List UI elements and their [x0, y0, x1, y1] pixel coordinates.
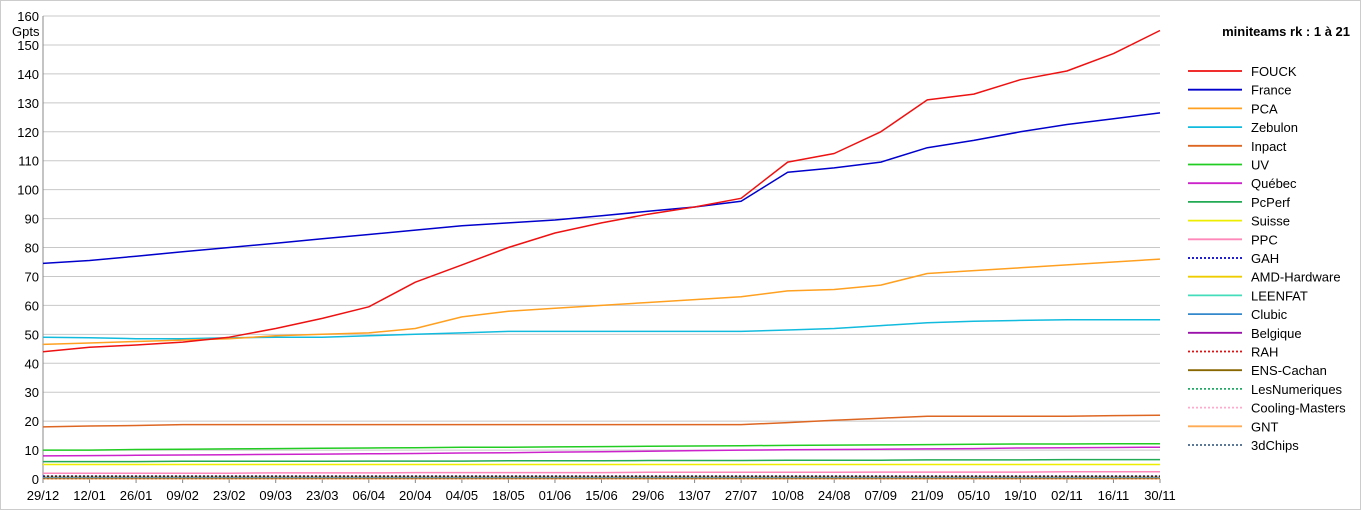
y-tick-label: 120: [17, 125, 39, 140]
x-tick-label: 29/06: [632, 488, 665, 503]
legend-entry: ENS-Cachan: [1251, 363, 1327, 378]
x-tick-label: 30/11: [1144, 488, 1176, 503]
legend-entry: PCA: [1251, 101, 1278, 116]
legend-entry: Suisse: [1251, 214, 1290, 229]
x-tick-label: 16/11: [1098, 488, 1130, 503]
legend-entry: PcPerf: [1251, 195, 1290, 210]
y-tick-label: 160: [17, 9, 39, 24]
x-tick-label: 29/12: [27, 488, 60, 503]
y-ticks: 0 10 20 30 40 50 60 70 80 90 100 110 120 130 140 150 160: [17, 9, 39, 487]
y-tick-label: 150: [17, 38, 39, 53]
y-tick-label: 0: [32, 472, 39, 487]
legend-entry: Clubic: [1251, 307, 1288, 322]
x-ticks: 29/12 12/01 26/01 09/02 23/02 09/03 23/03 06/04…: [27, 479, 1176, 503]
x-tick-label: 09/02: [166, 488, 199, 503]
y-tick-label: 30: [25, 385, 39, 400]
y-tick-label: 130: [17, 96, 39, 111]
x-tick-label: 13/07: [678, 488, 711, 503]
y-tick-label: 70: [25, 269, 39, 284]
x-tick-label: 27/07: [725, 488, 758, 503]
legend-entry: LesNumeriques: [1251, 382, 1343, 397]
y-tick-label: 20: [25, 414, 39, 429]
x-tick-label: 21/09: [911, 488, 944, 503]
x-tick-label: 19/10: [1004, 488, 1037, 503]
x-tick-label: 24/08: [818, 488, 851, 503]
legend-entry: France: [1251, 83, 1291, 98]
x-tick-label: 18/05: [492, 488, 525, 503]
legend-entry: FOUCK: [1251, 64, 1297, 79]
legend-entry: Zebulon: [1251, 120, 1298, 135]
y-axis-label: Gpts: [12, 24, 40, 39]
series-line-france: [42, 112, 1161, 265]
x-tick-label: 02/11: [1051, 488, 1083, 503]
y-tick-label: 50: [25, 327, 39, 342]
y-tick-label: 100: [17, 183, 39, 198]
series-line-pca: [42, 258, 1161, 346]
x-tick-label: 06/04: [353, 488, 386, 503]
y-tick-label: 60: [25, 298, 39, 313]
y-tick-label: 90: [25, 212, 39, 227]
series-line-inpact: [42, 414, 1161, 428]
legend-entry: Inpact: [1251, 139, 1287, 154]
x-tick-label: 04/05: [446, 488, 479, 503]
legend-entry: Québec: [1251, 176, 1297, 191]
y-tick-label: 40: [25, 356, 39, 371]
series-lines: [42, 29, 1161, 480]
legend-entry: GAH: [1251, 251, 1279, 266]
legend: FOUCK France PCA Zebulon Inpact UV Québec PcPer…: [1188, 64, 1346, 453]
legend-entry: RAH: [1251, 345, 1278, 360]
series-line-fouck: [42, 29, 1161, 353]
x-tick-label: 15/06: [585, 488, 618, 503]
y-tick-label: 80: [25, 241, 39, 256]
x-tick-label: 20/04: [399, 488, 432, 503]
y-tick-label: 140: [17, 67, 39, 82]
series-line-pcperf: [43, 458, 1160, 463]
x-tick-label: 05/10: [958, 488, 991, 503]
legend-entry: LEENFAT: [1251, 288, 1308, 303]
legend-entry: Cooling-Masters: [1251, 401, 1346, 416]
grid: [42, 15, 1160, 480]
x-tick-label: 01/06: [539, 488, 572, 503]
x-tick-label: 10/08: [771, 488, 804, 503]
series-line-ppc: [43, 471, 1160, 474]
legend-entry: AMD-Hardware: [1251, 270, 1341, 285]
y-tick-label: 110: [18, 154, 39, 169]
series-line-qu-bec: [42, 446, 1161, 457]
x-tick-label: 26/01: [120, 488, 153, 503]
x-tick-label: 09/03: [259, 488, 292, 503]
chart-title: miniteams rk : 1 à 21: [1222, 24, 1350, 39]
series-line-uv: [43, 442, 1160, 451]
x-tick-label: 07/09: [864, 488, 897, 503]
legend-entry: GNT: [1251, 419, 1279, 434]
x-tick-label: 23/02: [213, 488, 246, 503]
y-tick-label: 10: [25, 443, 39, 458]
x-tick-label: 23/03: [306, 488, 339, 503]
legend-entry: UV: [1251, 158, 1269, 173]
legend-entry: Belgique: [1251, 326, 1302, 341]
legend-entry: 3dChips: [1251, 438, 1299, 453]
legend-entry: PPC: [1251, 232, 1278, 247]
x-tick-label: 12/01: [73, 488, 106, 503]
